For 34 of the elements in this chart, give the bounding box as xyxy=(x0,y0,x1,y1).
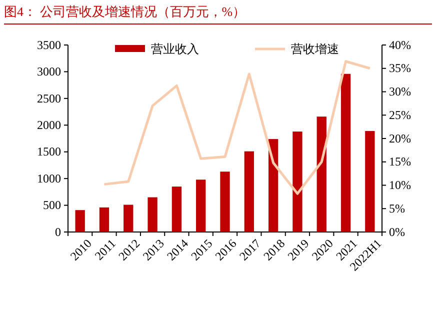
bar xyxy=(365,131,375,232)
y-tick-label: 500 xyxy=(43,198,61,212)
bar xyxy=(75,210,85,232)
bar xyxy=(99,207,110,232)
y2-tick-label: 10% xyxy=(389,178,411,192)
line-series xyxy=(102,60,372,195)
y2-tick-label: 5% xyxy=(389,201,405,216)
bar xyxy=(220,172,230,232)
y-tick-label: 2000 xyxy=(37,118,61,132)
y-tick-label: 2500 xyxy=(37,91,61,106)
y2-tick-label: 35% xyxy=(389,61,411,76)
y-tick-label: 3000 xyxy=(37,64,61,79)
y-tick-label: 3500 xyxy=(37,38,61,52)
y2-tick-label: 0% xyxy=(389,224,405,239)
y2-tick-label: 25% xyxy=(389,108,411,122)
bar xyxy=(316,116,326,232)
bar xyxy=(244,151,254,232)
bar xyxy=(124,204,134,232)
y-tick-label: 1000 xyxy=(37,171,61,186)
y-tick-label: 1500 xyxy=(37,144,61,159)
y2-tick-label: 40% xyxy=(389,38,411,52)
y-tick-label: 0 xyxy=(55,224,61,239)
bar xyxy=(172,186,182,232)
chart-title: 图4： 公司营收及增速情况（百万元，%） xyxy=(4,4,246,19)
legend-label: 营收增速 xyxy=(291,42,339,56)
y2-tick-label: 20% xyxy=(389,131,411,146)
y2-tick-label: 15% xyxy=(389,154,411,169)
legend-label: 营业收入 xyxy=(151,42,199,56)
bar xyxy=(268,139,278,232)
bar xyxy=(148,197,158,232)
bar xyxy=(196,180,206,232)
bar xyxy=(340,74,351,232)
bar xyxy=(292,132,302,232)
y2-tick-label: 30% xyxy=(389,84,411,99)
